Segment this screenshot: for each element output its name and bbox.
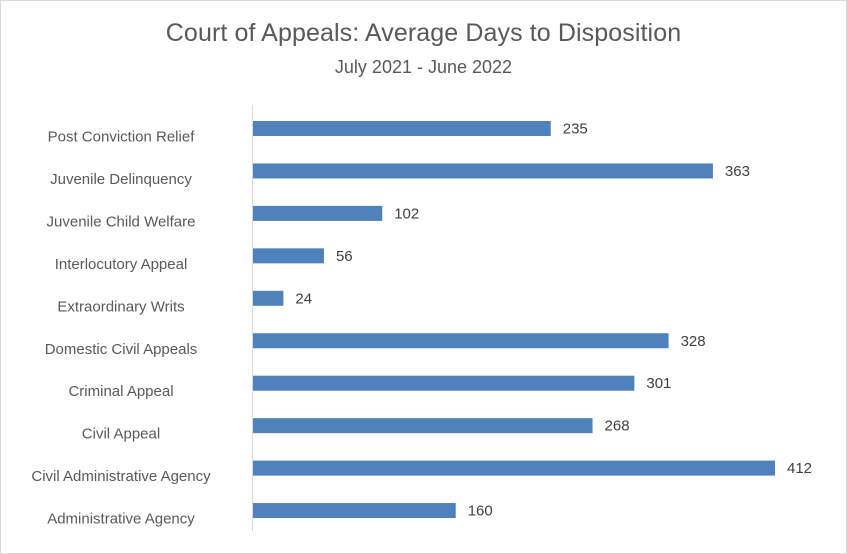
chart-title: Court of Appeals: Average Days to Dispos… [165, 19, 682, 47]
data-label: 412 [787, 460, 812, 477]
bar-2 [253, 205, 383, 221]
bar-4 [253, 290, 284, 306]
data-label: 363 [725, 163, 750, 180]
data-label: 102 [394, 205, 419, 222]
bar-8 [253, 460, 775, 476]
bar-0 [253, 121, 551, 136]
data-label: 235 [563, 121, 588, 138]
bar-9 [253, 503, 456, 519]
bar-5 [253, 333, 669, 349]
data-label: 301 [646, 375, 671, 392]
bar-7 [253, 418, 593, 434]
bar-6 [253, 375, 635, 391]
category-label: Civil Appeal [82, 426, 160, 443]
bar-1 [253, 163, 713, 179]
category-label: Civil Administrative Agency [31, 468, 211, 485]
category-label: Juvenile Child Welfare [47, 213, 196, 230]
category-label: Administrative Agency [47, 511, 195, 528]
data-label: 24 [295, 290, 312, 307]
category-label: Interlocutory Appeal [55, 256, 188, 273]
category-label: Criminal Appeal [68, 383, 173, 400]
data-label: 56 [336, 248, 353, 265]
chart-subtitle: July 2021 - June 2022 [334, 57, 513, 77]
data-label: 328 [681, 333, 706, 350]
category-label: Juvenile Delinquency [50, 171, 192, 188]
data-label: 160 [468, 503, 493, 520]
bars-group: Post Conviction Relief 235 Juvenile Delinq… [31, 121, 812, 528]
data-label: 268 [605, 418, 630, 435]
bar-3 [253, 248, 324, 264]
category-label: Post Conviction Relief [48, 129, 196, 146]
category-label: Domestic Civil Appeals [45, 341, 198, 358]
category-label: Extraordinary Writs [57, 298, 184, 315]
